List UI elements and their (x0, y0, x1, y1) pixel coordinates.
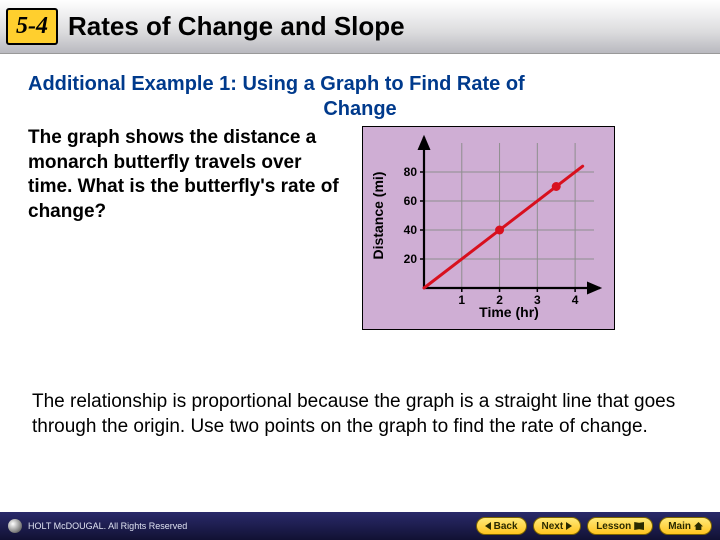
svg-text:Time (hr): Time (hr) (479, 304, 539, 320)
svg-text:Distance (mi): Distance (mi) (370, 172, 386, 260)
svg-text:60: 60 (404, 194, 418, 208)
section-title: Rates of Change and Slope (68, 11, 405, 42)
home-icon (694, 522, 703, 530)
main-button[interactable]: Main (659, 517, 712, 535)
next-button[interactable]: Next (533, 517, 582, 535)
footer-nav: Back Next Lesson Main (476, 517, 712, 535)
arrow-right-icon (566, 522, 572, 530)
example-explanation: The relationship is proportional because… (28, 390, 692, 439)
section-number-badge: 5-4 (6, 8, 58, 45)
distance-time-chart: 123420406080Time (hr)Distance (mi) (362, 126, 615, 330)
svg-text:4: 4 (572, 293, 579, 307)
svg-text:1: 1 (458, 293, 465, 307)
example-row: The graph shows the distance a monarch b… (28, 126, 692, 330)
book-icon (634, 522, 644, 530)
back-button[interactable]: Back (476, 517, 527, 535)
back-label: Back (494, 521, 518, 532)
slide-content: Additional Example 1: Using a Graph to F… (0, 54, 720, 449)
copyright: HOLT McDOUGAL. All Rights Reserved (8, 519, 187, 533)
lesson-button[interactable]: Lesson (587, 517, 653, 535)
svg-text:40: 40 (404, 223, 418, 237)
next-label: Next (542, 521, 564, 532)
example-prompt: The graph shows the distance a monarch b… (28, 126, 348, 225)
example-title-line2: Change (28, 97, 692, 122)
slide-footer: HOLT McDOUGAL. All Rights Reserved Back … (0, 512, 720, 540)
slide-header: 5-4 Rates of Change and Slope (0, 0, 720, 54)
lesson-label: Lesson (596, 521, 631, 532)
example-title: Additional Example 1: Using a Graph to F… (28, 72, 692, 122)
arrow-left-icon (485, 522, 491, 530)
copyright-text: HOLT McDOUGAL. All Rights Reserved (28, 521, 187, 531)
chart-svg: 123420406080Time (hr)Distance (mi) (369, 133, 608, 320)
publisher-logo-icon (8, 519, 22, 533)
svg-text:80: 80 (404, 165, 418, 179)
svg-text:20: 20 (404, 252, 418, 266)
main-label: Main (668, 521, 691, 532)
example-title-line1: Additional Example 1: Using a Graph to F… (28, 73, 525, 95)
